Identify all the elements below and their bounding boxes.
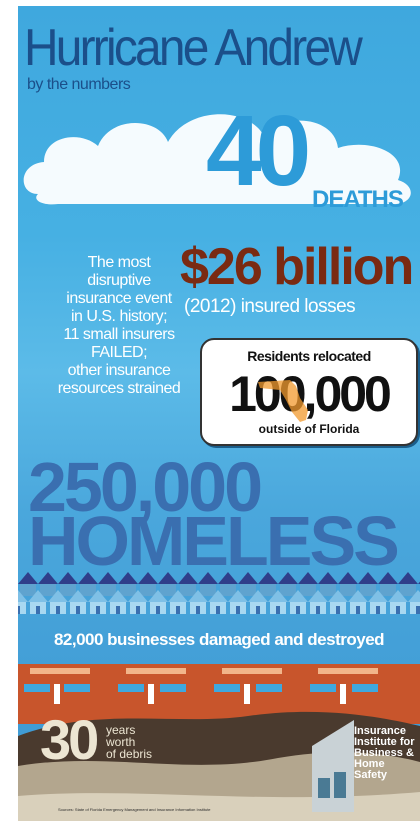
disruption-line: in U.S. history; — [70, 308, 168, 325]
debris-years-value: 30 — [40, 708, 99, 771]
disruption-line: other insurance — [67, 362, 171, 379]
disruption-line: resources strained — [57, 380, 181, 397]
damaged-storefronts — [18, 664, 420, 724]
disruption-line: insurance event — [66, 290, 172, 307]
disruption-line: The most — [87, 254, 151, 271]
relocated-value: 100,000 — [229, 366, 392, 422]
sources-text: Sources: State of Florida Emergency Mana… — [58, 807, 211, 812]
logo-line: Insurance — [354, 725, 406, 737]
logo-line: Home — [354, 758, 385, 770]
deaths-label: DEATHS — [312, 186, 404, 213]
insured-losses-value: $26 billion — [180, 238, 414, 296]
florida-map-icon — [258, 380, 308, 422]
debris-label-line: worth — [106, 735, 136, 749]
logo-line: Business & — [354, 747, 414, 759]
ibhs-logo — [312, 720, 354, 812]
homeless-value: 250,000 — [28, 448, 263, 526]
businesses-text: 82,000 businesses damaged and destroyed — [53, 630, 385, 649]
logo-line: Institute for — [354, 736, 415, 748]
deaths-value: 40 — [206, 95, 311, 207]
disruption-line: FAILED; — [90, 344, 148, 361]
logo-line: Safety — [354, 769, 388, 781]
license-plate: Residents relocated 100,000 outside of F… — [200, 338, 418, 446]
disruption-text: The most disruptive insurance event in U… — [46, 254, 192, 398]
page-title: Hurricane Andrew — [24, 19, 363, 77]
debris-label-line: of debris — [106, 747, 153, 761]
debris-label-line: years — [106, 723, 136, 737]
debris-label: years worth of debris — [106, 724, 152, 760]
disruption-line: disruptive — [87, 272, 151, 289]
relocated-sublabel: outside of Florida — [258, 422, 360, 436]
page-subtitle: by the numbers — [27, 76, 131, 93]
cloud — [23, 114, 411, 205]
infographic: Hurricane Andrew by the numbers 40 DEATH… — [18, 6, 420, 821]
disruption-line: 11 small insurers — [63, 326, 175, 343]
relocated-label: Residents relocated — [247, 348, 371, 364]
houses-row — [18, 562, 420, 622]
logo-text: Insurance Institute for Business & Home … — [354, 726, 420, 781]
insured-losses-label: (2012) insured losses — [184, 296, 356, 317]
